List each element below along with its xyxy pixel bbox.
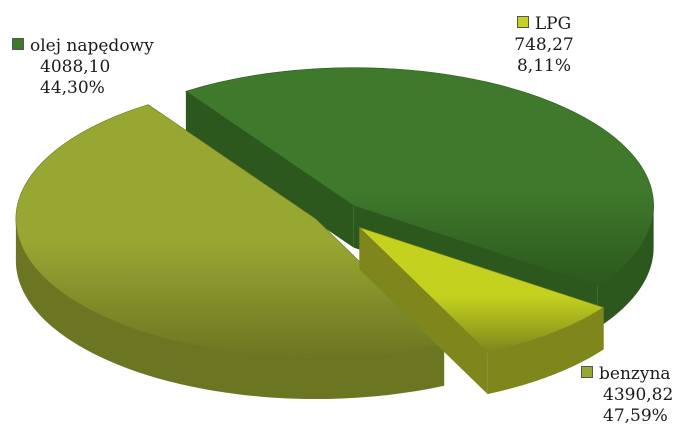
label-olej-napedowy: olej napędowy 4088,10 44,30% (12, 36, 154, 99)
pie-slice-rim-olej-napedowy-0 (597, 205, 654, 328)
label-lpg: LPG 748,27 8,11% (489, 14, 599, 77)
pie-slice-top-olej-napedowy (185, 67, 654, 287)
label-benzyna: benzyna 4390,82 47,59% (581, 364, 673, 427)
pie-slice-benzyna (15, 104, 445, 400)
legend-key-olej-napedowy (12, 38, 24, 50)
slice-percent-olej-napedowy: 44,30% (40, 78, 105, 98)
legend-key-lpg (516, 16, 529, 28)
slice-percent-benzyna: 47,59% (603, 406, 668, 426)
slice-name-lpg: LPG (534, 14, 572, 34)
pie-slice-rim-lpg-0 (487, 307, 604, 395)
pie-slice-top-benzyna (15, 104, 445, 358)
slice-value-olej-napedowy: 4088,10 (40, 57, 111, 77)
pie-slice-top-lpg (359, 227, 605, 353)
slice-value-lpg: 748,27 (514, 35, 574, 55)
pie-slice-rim-benzyna-0 (15, 219, 445, 400)
pie-slice-cut-face-lpg-1 (359, 227, 488, 395)
pie-slice-lpg (359, 227, 605, 395)
slice-name-benzyna: benzyna (599, 364, 671, 384)
legend-key-benzyna (581, 366, 593, 378)
slice-name-olej-napedowy: olej napędowy (30, 36, 154, 56)
slice-percent-lpg: 8,11% (516, 56, 571, 76)
pie-slice-cut-face-olej-napedowy-0 (185, 91, 354, 248)
slice-value-benzyna: 4390,82 (603, 385, 674, 405)
